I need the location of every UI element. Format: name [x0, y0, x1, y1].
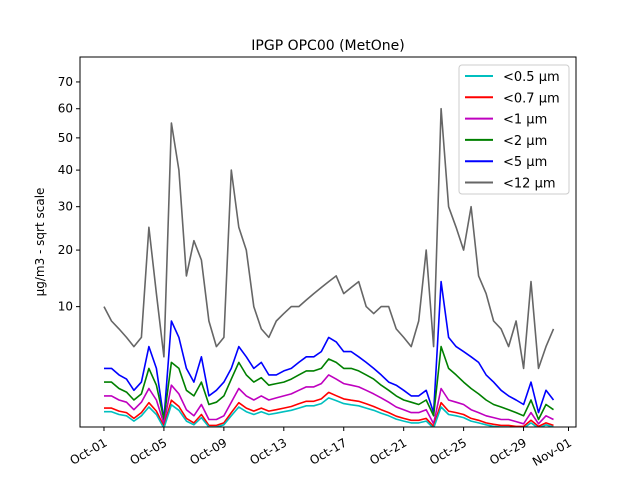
series-line-0 [103, 107, 555, 370]
plot-frame [79, 56, 577, 428]
y-axis: 10 20 30 40 50 60 70 [58, 75, 80, 314]
x-tick-label: Oct-25 [427, 435, 469, 467]
y-tick-label: 10 [58, 300, 73, 314]
legend: <0.5 µm <0.7 µm <1 µm <2 µm <5 µm <12 µm [458, 64, 570, 195]
legend-label: <0.7 µm [503, 91, 560, 106]
series-line-4 [104, 391, 554, 427]
x-tick-label: Nov-01 [530, 435, 574, 468]
chart-title: IPGP OPC00 (MetOne) [251, 38, 404, 54]
y-axis-label: µg/m3 - sqrt scale [33, 188, 47, 297]
x-tick-label: Oct-21 [367, 435, 409, 467]
series-line-3 [104, 374, 554, 425]
series-layer [103, 107, 555, 427]
y-tick-label: 50 [58, 131, 73, 145]
x-tick-label: Oct-09 [187, 435, 229, 467]
legend-label: <12 µm [503, 177, 556, 192]
y-tick-label: 30 [58, 200, 73, 214]
x-tick-label: Oct-17 [307, 435, 349, 467]
x-tick-label: Oct-29 [487, 435, 529, 467]
x-tick-label: Oct-01 [68, 435, 110, 467]
x-tick-label: Oct-05 [127, 435, 169, 467]
y-tick-label: 70 [58, 75, 73, 89]
x-axis: Oct-01 Oct-05 Oct-09 Oct-13 Oct-17 Oct-21 Oct-… [68, 427, 574, 469]
legend-label: <0.5 µm [503, 70, 560, 85]
y-tick-label: 20 [58, 243, 73, 257]
x-tick-label: Oct-13 [247, 435, 289, 467]
legend-label: <5 µm [503, 155, 547, 170]
legend-label: <1 µm [503, 113, 547, 128]
y-tick-label: 40 [58, 163, 73, 177]
legend-label: <2 µm [503, 134, 547, 149]
y-tick-label: 60 [58, 102, 73, 116]
series-line-2 [104, 345, 554, 421]
series-line-1 [104, 280, 555, 421]
series-line-5 [104, 397, 554, 427]
